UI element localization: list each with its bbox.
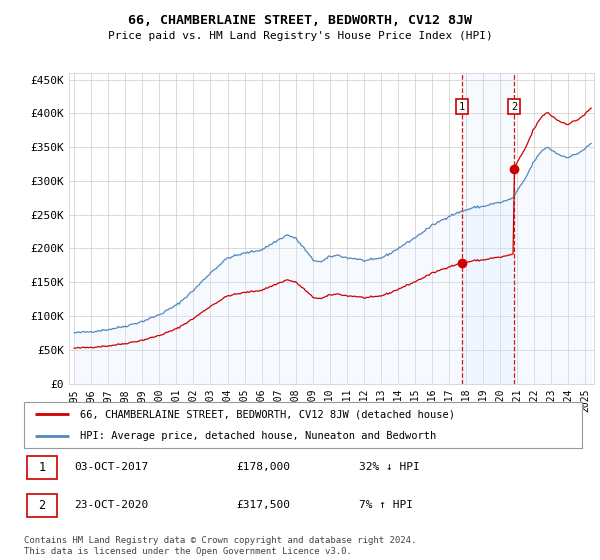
- Text: 7% ↑ HPI: 7% ↑ HPI: [359, 500, 413, 510]
- FancyBboxPatch shape: [24, 402, 582, 448]
- Text: 2: 2: [511, 101, 517, 111]
- Text: 1: 1: [38, 461, 46, 474]
- Text: 2: 2: [38, 499, 46, 512]
- Text: 03-OCT-2017: 03-OCT-2017: [74, 463, 148, 473]
- Text: 32% ↓ HPI: 32% ↓ HPI: [359, 463, 419, 473]
- Text: Price paid vs. HM Land Registry's House Price Index (HPI): Price paid vs. HM Land Registry's House …: [107, 31, 493, 41]
- Text: 23-OCT-2020: 23-OCT-2020: [74, 500, 148, 510]
- Text: 66, CHAMBERLAINE STREET, BEDWORTH, CV12 8JW (detached house): 66, CHAMBERLAINE STREET, BEDWORTH, CV12 …: [80, 409, 455, 419]
- FancyBboxPatch shape: [27, 494, 58, 516]
- Bar: [462, 73, 514, 384]
- FancyBboxPatch shape: [27, 456, 58, 479]
- Text: HPI: Average price, detached house, Nuneaton and Bedworth: HPI: Average price, detached house, Nune…: [80, 431, 436, 441]
- Text: 66, CHAMBERLAINE STREET, BEDWORTH, CV12 8JW: 66, CHAMBERLAINE STREET, BEDWORTH, CV12 …: [128, 14, 472, 27]
- Text: £178,000: £178,000: [236, 463, 290, 473]
- Text: 1: 1: [459, 101, 465, 111]
- Text: Contains HM Land Registry data © Crown copyright and database right 2024.
This d: Contains HM Land Registry data © Crown c…: [24, 536, 416, 556]
- Text: £317,500: £317,500: [236, 500, 290, 510]
